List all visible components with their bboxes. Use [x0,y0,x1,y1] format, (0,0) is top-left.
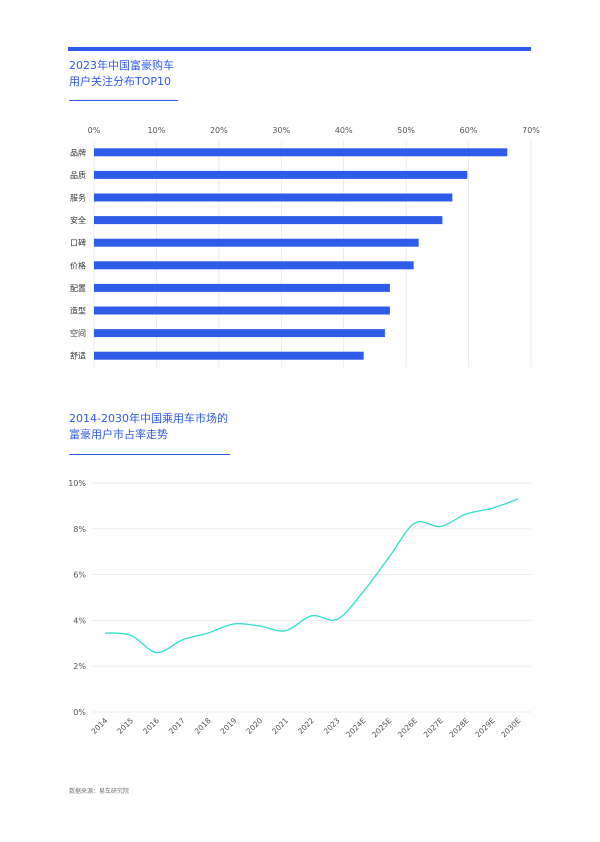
bar-chart-title-rule [69,100,178,101]
bar-chart-title: 2023年中国富豪购车 用户关注分布TOP10 [69,58,174,90]
x-tick-label: 10% [148,126,166,135]
x-tick-label: 20% [210,126,228,135]
bar [94,261,414,270]
bar [94,283,390,292]
series-line [104,498,519,654]
x-tick-label: 2029E [473,716,496,739]
top-accent-rule [68,47,531,51]
bar-chart-title-line-2: 用户关注分布TOP10 [69,75,172,88]
x-tick-label: 0% [88,126,101,135]
bar [94,148,508,157]
y-tick-label: 6% [73,571,86,580]
category-label: 口碑 [70,238,86,248]
category-label: 空间 [70,328,86,338]
y-tick-label: 2% [73,662,86,671]
line-chart-title-line-1: 2014-2030年中国乘用车市场的 [69,412,228,425]
x-tick-label: 70% [522,126,540,135]
x-tick-label: 2017 [167,716,187,736]
x-tick-label: 40% [335,126,353,135]
category-label: 品牌 [70,147,86,157]
x-tick-label: 2015 [115,716,135,736]
x-tick-label: 2018 [193,716,213,736]
x-tick-label: 30% [272,126,290,135]
bar [94,170,468,179]
bar [94,329,385,338]
bar-chart: 0% 10% 20% 30% 40% 50% 60% 70% 品牌品质服务安全口碑价格配置造型空… [70,126,540,367]
x-tick-label: 2026E [396,716,419,739]
x-tick-label: 2030E [499,716,522,739]
x-tick-label: 2024E [344,716,367,739]
category-label: 服务 [70,193,86,203]
x-tick-label: 2020 [244,716,264,736]
y-tick-label: 8% [73,525,86,534]
x-tick-label: 2022 [296,716,316,736]
category-label: 配置 [70,284,86,293]
x-tick-label: 2028E [448,716,471,739]
line-chart-title-line-2: 富豪用户市占率走势 [69,428,168,441]
bar [94,193,453,202]
x-tick-label: 2019 [219,716,239,736]
y-tick-label: 4% [73,616,86,625]
source-note: 数据来源：易车研究院 [69,788,130,795]
bar [94,216,443,225]
bar [94,306,390,315]
x-tick-label: 2023 [322,716,342,736]
category-label: 价格 [70,260,86,270]
x-tick-label: 2014 [90,716,110,736]
x-tick-label: 2025E [370,716,393,739]
bar-chart-title-line-1: 2023年中国富豪购车 [69,59,174,72]
bar [94,238,419,247]
bar [94,351,364,360]
x-tick-label: 50% [397,126,415,135]
category-label: 安全 [70,215,86,225]
y-tick-label: 10% [68,479,86,488]
line-chart-title-rule [69,454,230,455]
y-tick-label: 0% [73,708,86,717]
category-label: 品质 [70,170,86,180]
x-tick-label: 60% [460,126,478,135]
x-tick-label: 2016 [141,716,161,736]
x-tick-label: 2027E [422,716,445,739]
line-chart-title: 2014-2030年中国乘用车市场的 富豪用户市占率走势 [69,411,228,443]
line-chart: 0%2%4%6%8%10%2014 2015 2016 2017 2018 2019 202… [68,479,531,739]
x-tick-label: 2021 [270,716,290,736]
category-label: 造型 [70,306,86,316]
category-label: 舒适 [70,351,86,361]
